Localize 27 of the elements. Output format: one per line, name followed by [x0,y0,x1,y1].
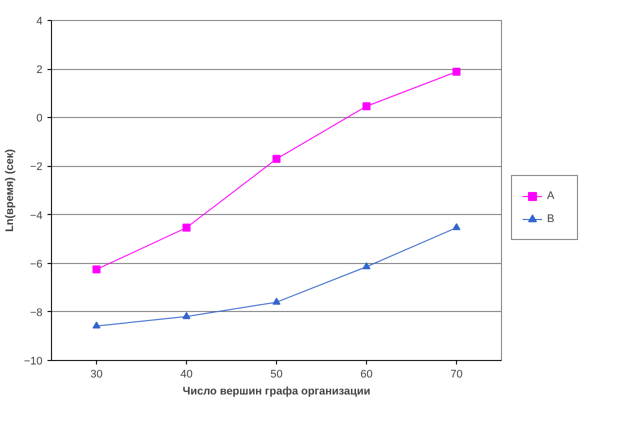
legend-label: B [547,213,556,225]
x-axis-title: Число вершин графа организации [182,386,370,398]
x-tick-label: 30 [90,368,103,380]
point [272,154,280,163]
point [92,265,100,274]
y-tick-label: −8 [30,306,43,319]
y-axis-title: Ln(время) (сек) [4,148,16,232]
y-tick-label: 2 [36,64,43,76]
y-tick-label: 4 [36,16,43,28]
y-tick-label: −10 [24,356,43,368]
point [272,298,280,305]
point [362,102,370,110]
point [92,321,100,329]
x-tick-label: 70 [450,368,463,380]
legend-label: A [547,190,556,202]
y-tick-label: −4 [30,210,43,222]
x-tick-label: 50 [270,368,283,380]
x-tick-label: 40 [180,368,193,380]
point [452,223,460,230]
point [362,262,370,270]
point [182,312,190,320]
y-tick-label: −2 [30,161,43,174]
y-tick-label: 0 [36,112,43,125]
point [182,224,190,232]
point [452,68,460,76]
y-tick-label: −6 [30,258,43,270]
x-tick-label: 60 [360,368,373,380]
